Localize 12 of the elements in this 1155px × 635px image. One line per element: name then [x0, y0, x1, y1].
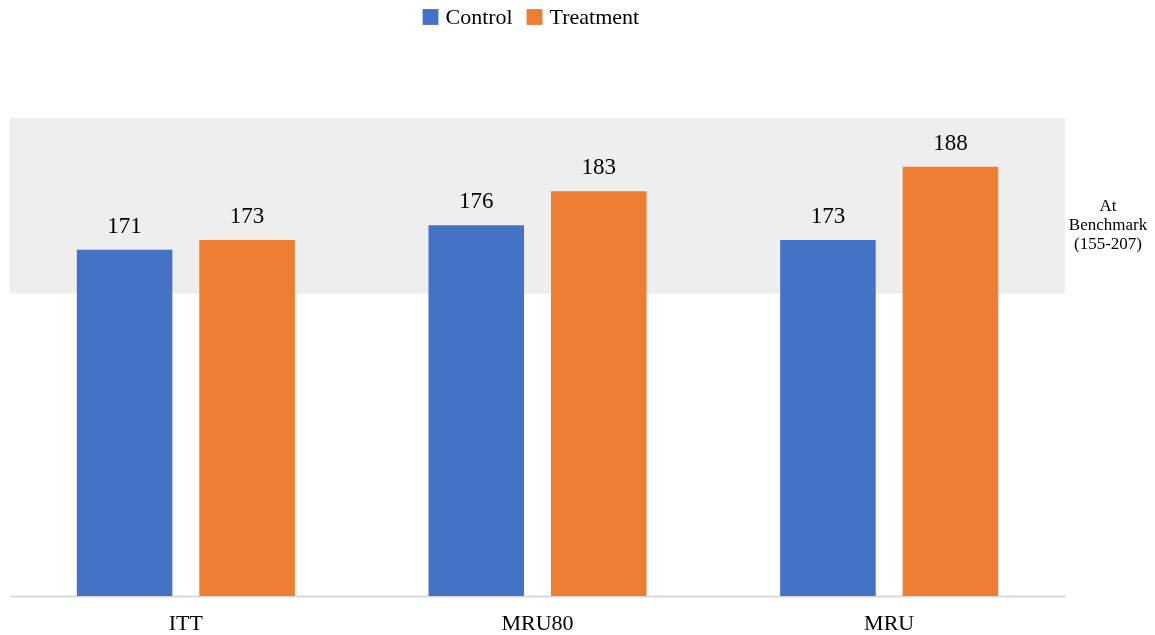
band-label: At Benchmark (155-207)	[1068, 195, 1148, 253]
data-label: 171	[107, 212, 142, 238]
data-label: 176	[459, 188, 494, 214]
data-label: 173	[229, 202, 265, 228]
x-tick-label: ITT	[168, 609, 204, 635]
data-label: 173	[810, 202, 846, 228]
data-label: 188	[933, 129, 968, 155]
legend-label: Control	[445, 4, 513, 29]
x-tick-label: MRU	[864, 609, 915, 635]
x-tick-label: MRU80	[501, 609, 574, 635]
data-label: 183	[581, 154, 616, 180]
legend-label: Treatment	[549, 4, 640, 29]
